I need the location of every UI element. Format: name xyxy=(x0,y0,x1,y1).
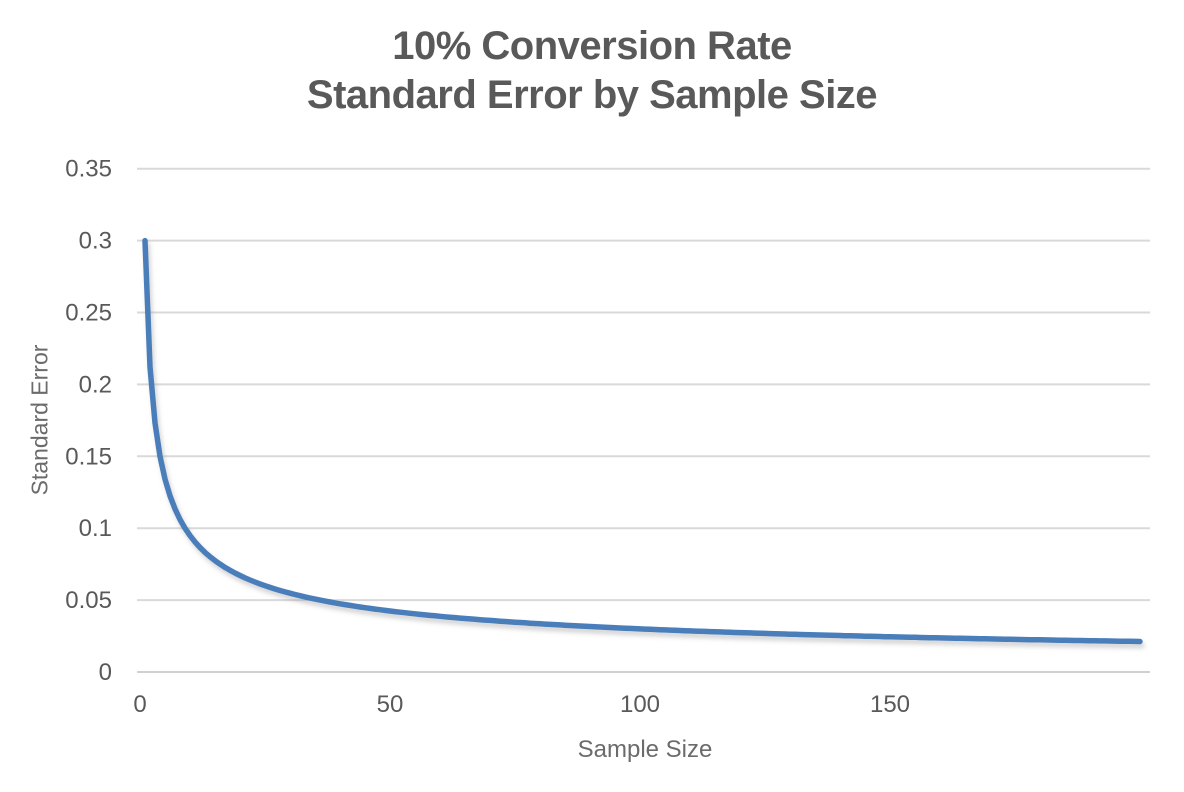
y-tick-label: 0.35 xyxy=(65,156,112,183)
x-tick-label: 50 xyxy=(377,691,404,718)
x-tick-label: 0 xyxy=(133,691,146,718)
x-tick-label: 100 xyxy=(620,691,660,718)
y-tick-label: 0.1 xyxy=(79,515,112,542)
y-tick-label: 0.05 xyxy=(65,587,112,614)
standard-error-curve xyxy=(142,237,1143,645)
y-tick-label: 0.2 xyxy=(79,371,112,398)
y-tick-label: 0.15 xyxy=(65,443,112,470)
x-axis-title: Sample Size xyxy=(577,736,713,763)
y-tick-label: 0 xyxy=(99,659,112,686)
x-tick-label: 150 xyxy=(870,691,910,718)
chart-title-line-1: 10% Conversion Rate xyxy=(392,24,792,68)
chart-title: 10% Conversion Rate Standard Error by Sa… xyxy=(0,22,1184,120)
y-tick-label: 0.25 xyxy=(65,300,112,327)
y-tick-label: 0.3 xyxy=(79,228,112,255)
chart-title-line-2: Standard Error by Sample Size xyxy=(306,72,878,117)
